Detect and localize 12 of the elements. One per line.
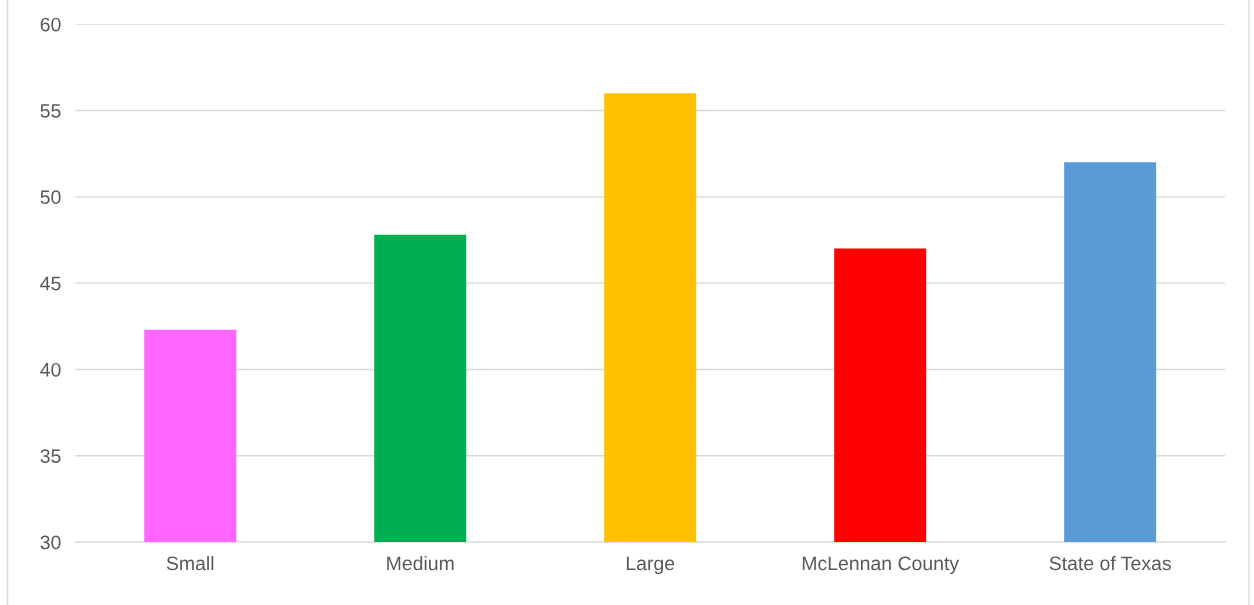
x-tick-label: McLennan County	[802, 556, 960, 575]
x-tick-label: Large	[626, 556, 675, 575]
x-tick-label: State of Texas	[1049, 555, 1171, 571]
y-tick-label: 35	[40, 449, 61, 463]
x-tick-label: Medium	[387, 555, 454, 571]
y-tick-label: 45	[40, 276, 61, 291]
y-tick-label: 30	[40, 535, 61, 550]
x-tick-label: Small	[166, 555, 214, 571]
y-tick-label: 60	[40, 17, 61, 32]
y-tick-label: 40	[40, 362, 61, 377]
y-tick-label: 55	[40, 104, 61, 118]
y-tick-label: 50	[40, 190, 61, 205]
